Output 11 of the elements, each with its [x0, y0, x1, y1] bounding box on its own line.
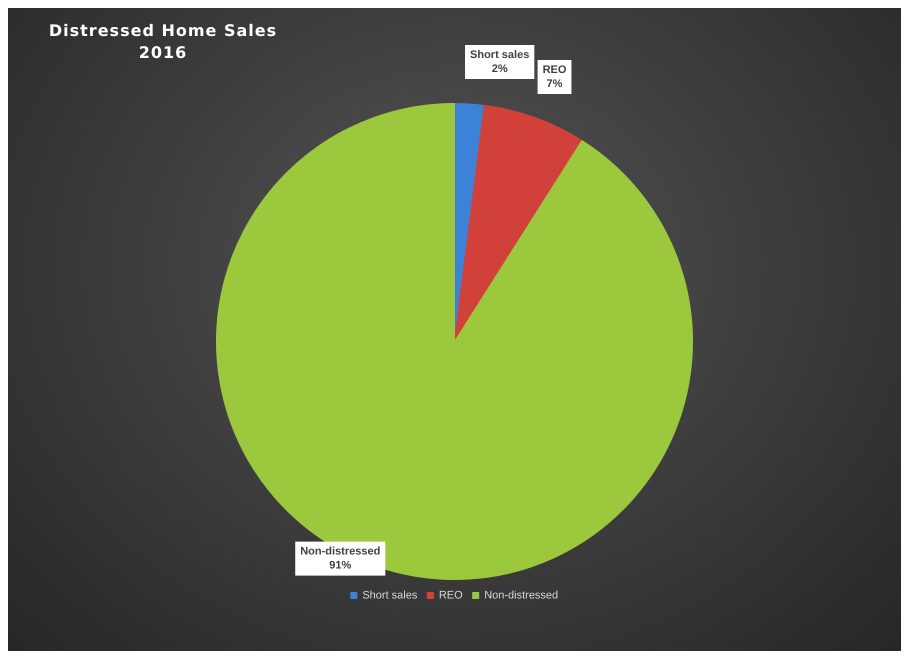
- slice-label: Non-distressed: [300, 546, 380, 558]
- chart-title: Distressed Home Sales: [48, 20, 278, 42]
- legend-label: Short sales: [362, 590, 418, 602]
- legend-label: REO: [438, 590, 464, 602]
- slice-label: REO: [542, 64, 567, 76]
- legend-label: Non-distressed: [484, 590, 558, 602]
- slice-label: Short sales: [470, 49, 530, 62]
- chart-subtitle: 2016: [138, 42, 188, 64]
- data-label: 7%: [546, 78, 563, 90]
- data-label: 2%: [492, 63, 508, 76]
- data-label: 91%: [329, 560, 352, 572]
